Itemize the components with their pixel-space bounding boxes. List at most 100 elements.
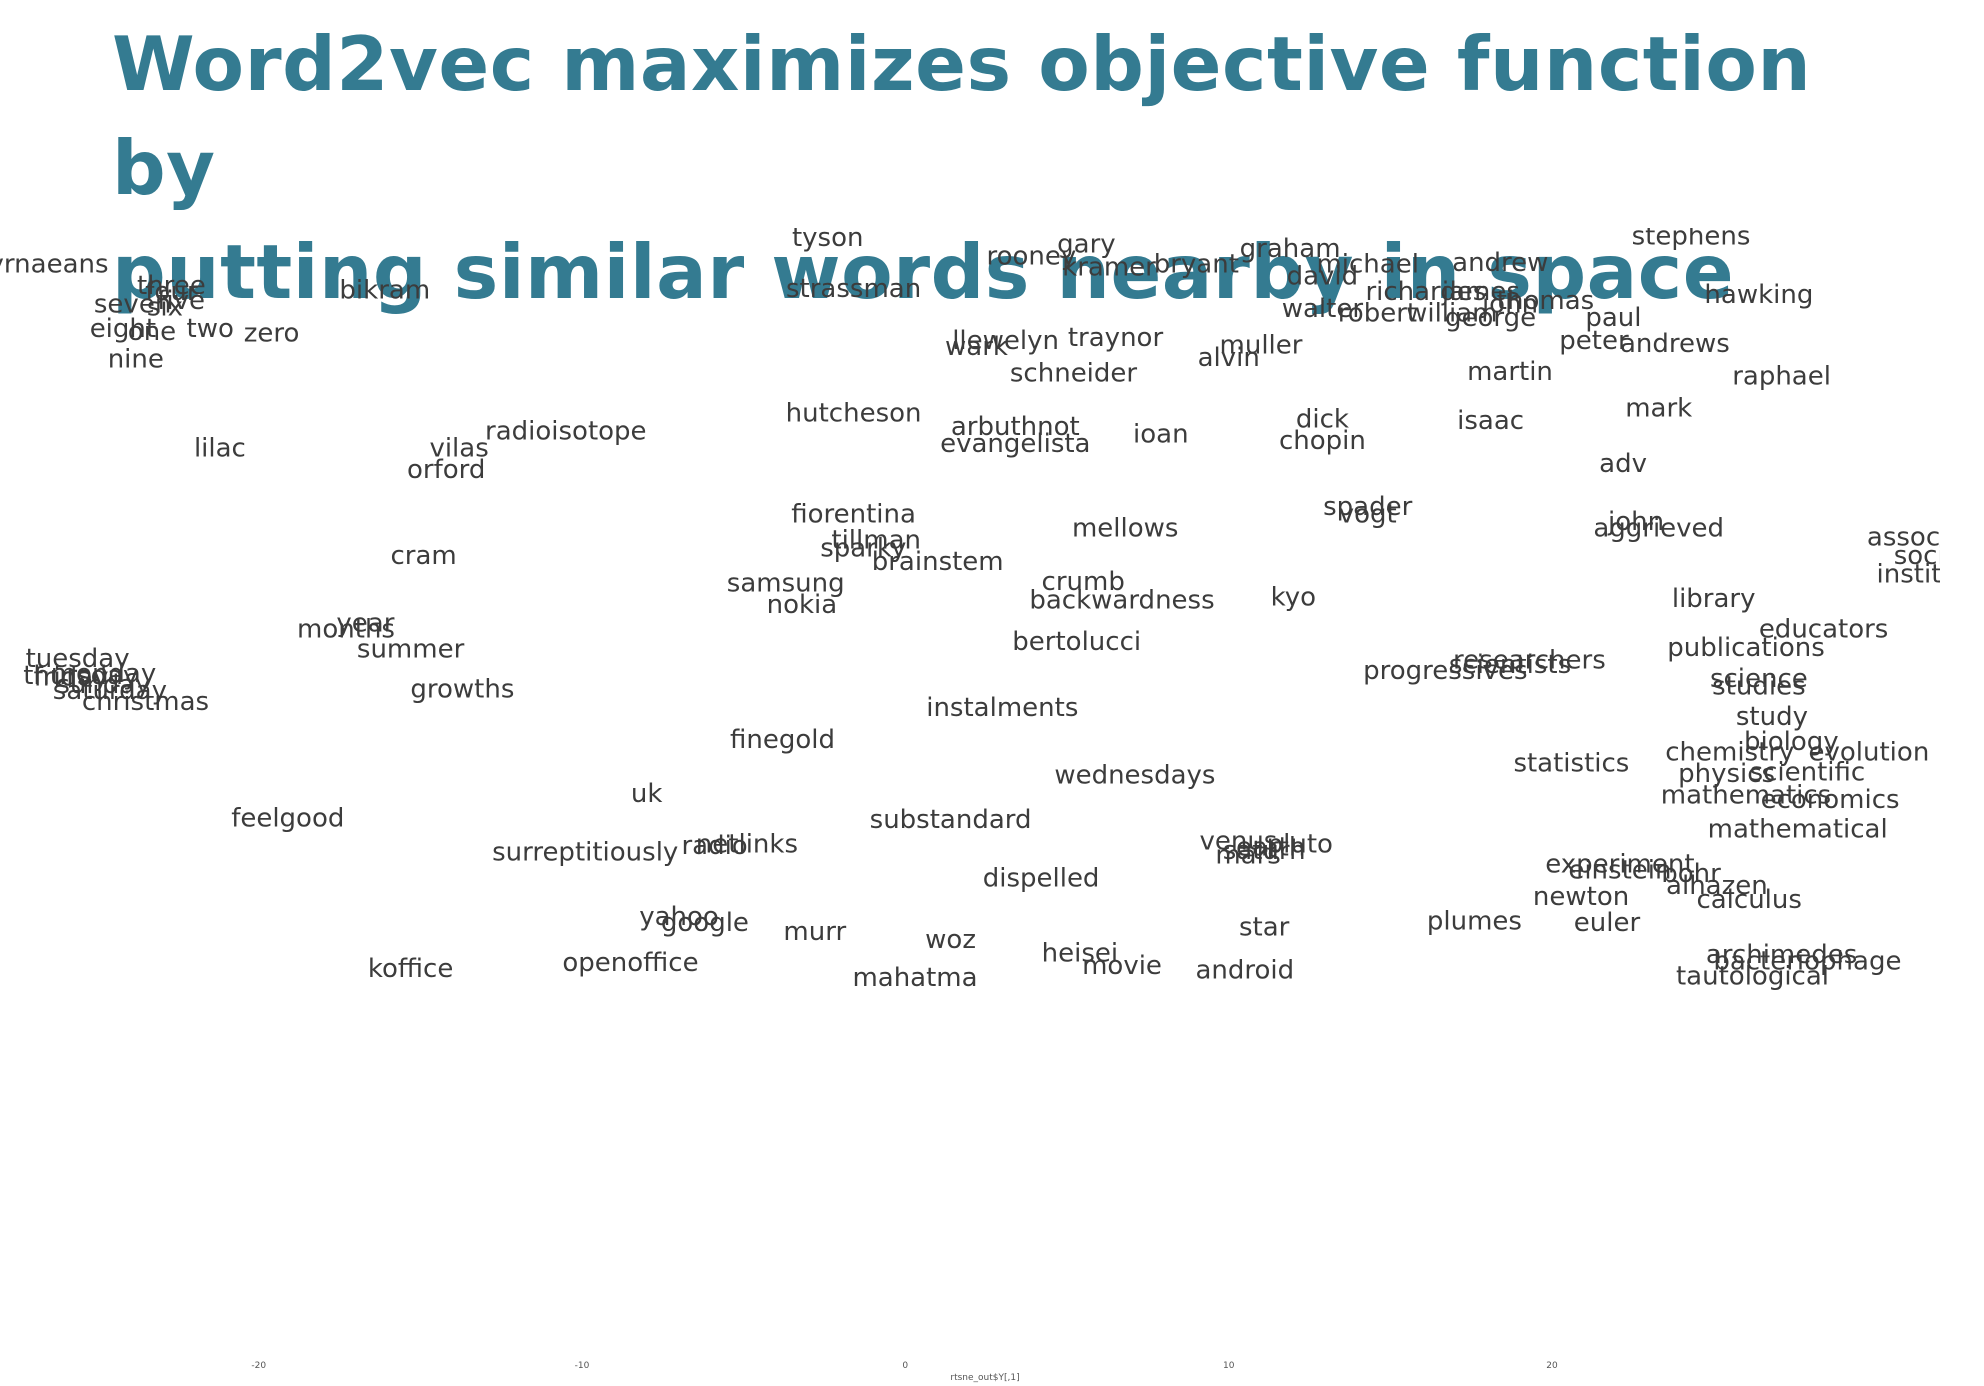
word-point-chopin: chopin xyxy=(1279,426,1366,456)
word-point-kyo: kyo xyxy=(1271,583,1316,613)
word-point-muller: muller xyxy=(1220,331,1303,361)
word-point-movie: movie xyxy=(1082,951,1162,981)
word-point-murr: murr xyxy=(783,917,846,947)
word-point-science: science xyxy=(1710,664,1808,694)
word-point-economics: economics xyxy=(1761,785,1900,815)
word-point-bacteriophage: bacteriophage xyxy=(1713,946,1901,976)
word-point-einstein: einstein xyxy=(1568,856,1671,886)
word-point-sunday: sunday xyxy=(56,670,150,700)
word-point-koffice: koffice xyxy=(368,954,453,984)
word-point-tuesday: tuesday xyxy=(26,644,130,674)
word-point-researchers: researchers xyxy=(1453,645,1606,675)
word-point-traynor: traynor xyxy=(1068,323,1164,353)
word-point-vogt: vogt xyxy=(1339,500,1397,530)
word-point-instalments: instalments xyxy=(926,693,1078,723)
word-point-newton: newton xyxy=(1533,882,1629,912)
word-point-google: google xyxy=(661,908,749,938)
word-point-martin: martin xyxy=(1467,357,1553,387)
word-point-biology: biology xyxy=(1744,727,1839,757)
word-point-society: society xyxy=(1894,541,1984,571)
word-point-summer: summer xyxy=(357,635,465,665)
word-point-six: six xyxy=(147,292,183,322)
word-point-publications: publications xyxy=(1667,633,1825,663)
word-point-james: james xyxy=(1441,277,1520,307)
word-point-ioan: ioan xyxy=(1133,420,1189,450)
word-point-saturn: saturn xyxy=(1223,836,1306,866)
word-point-surreptitiously: surreptitiously xyxy=(492,837,678,867)
word-point-john: john xyxy=(1481,289,1538,319)
word-point-bikram: bikram xyxy=(339,275,430,305)
word-point-david: david xyxy=(1287,262,1359,292)
word-point-year: year xyxy=(336,609,394,639)
word-point-john: john xyxy=(1607,507,1664,537)
word-point-dick: dick xyxy=(1296,404,1349,434)
word-point-eight: eight xyxy=(90,314,156,344)
word-point-android: android xyxy=(1195,956,1294,986)
word-point-aggrieved: aggrieved xyxy=(1593,513,1724,543)
word-point-bryant: bryant xyxy=(1154,249,1239,279)
word-point-statistics: statistics xyxy=(1513,748,1629,778)
x-axis-ticks: -20 -10 0 10 20 xyxy=(251,1361,1558,1371)
word-point-earth: earth xyxy=(1236,833,1305,863)
word-point-seven: seven xyxy=(94,289,171,319)
slide-title-line-1: Word2vec maximizes objective function by xyxy=(112,20,1812,212)
word-point-walter: walter xyxy=(1282,294,1364,324)
x-tick-label: 20 xyxy=(1546,1361,1558,1371)
word-point-alhazen: alhazen xyxy=(1666,871,1768,901)
word-point-mark: mark xyxy=(1625,394,1692,424)
word-point-association: association xyxy=(1867,523,1984,553)
x-tick-label: 10 xyxy=(1223,1361,1235,1371)
word-point-library: library xyxy=(1672,584,1756,614)
slide-title-line-2: putting similar words nearby in space xyxy=(112,228,1735,316)
word-point-institute: institute xyxy=(1877,559,1984,589)
word-point-netlinks: netlinks xyxy=(696,830,798,860)
word-point-brainstem: brainstem xyxy=(872,547,1004,577)
word-point-two: two xyxy=(187,314,234,344)
word-point-zero: zero xyxy=(244,318,300,348)
word-point-smyrnaeans: smyrnaeans xyxy=(0,249,109,279)
x-axis-label: rtsne_out$Y[,1] xyxy=(950,1373,1019,1383)
word-point-crumb: crumb xyxy=(1042,567,1125,597)
word-point-strassman: strassman xyxy=(786,274,921,304)
word-point-woz: woz xyxy=(925,925,976,955)
word-point-hutcheson: hutcheson xyxy=(786,398,922,428)
word-point-five: five xyxy=(157,286,205,316)
word-point-tyson: tyson xyxy=(792,223,864,253)
word-point-monday: monday xyxy=(51,659,157,689)
x-tick-label: 0 xyxy=(902,1361,908,1371)
word-point-peter: peter xyxy=(1559,326,1629,356)
word-point-educators: educators xyxy=(1759,615,1889,645)
word-point-kramer: kramer xyxy=(1062,252,1156,282)
word-point-schneider: schneider xyxy=(1010,358,1138,388)
word-point-fiorentina: fiorentina xyxy=(791,500,916,530)
word-point-venus: venus xyxy=(1199,827,1277,857)
word-point-saturday: saturday xyxy=(53,676,167,706)
word-point-openoffice: openoffice xyxy=(562,948,698,978)
word-point-wark: wark xyxy=(945,332,1008,362)
word-point-graham: graham xyxy=(1240,234,1341,264)
word-point-feelgood: feelgood xyxy=(231,804,344,834)
word-point-calculus: calculus xyxy=(1696,885,1801,915)
word-point-heisei: heisei xyxy=(1042,939,1118,969)
word-point-uk: uk xyxy=(631,779,663,809)
word-point-archimedes: archimedes xyxy=(1706,940,1857,970)
word-point-wednesdays: wednesdays xyxy=(1054,761,1215,791)
word-point-gary: gary xyxy=(1057,229,1116,259)
word-point-mahatma: mahatma xyxy=(852,963,977,993)
word-point-michael: michael xyxy=(1316,249,1418,279)
word-point-radioisotope: radioisotope xyxy=(485,417,647,447)
word-point-chemistry: chemistry xyxy=(1665,738,1794,768)
word-point-alvin: alvin xyxy=(1198,343,1260,373)
word-point-months: months xyxy=(297,615,395,645)
word-point-bertolucci: bertolucci xyxy=(1012,627,1141,657)
word-point-thomas: thomas xyxy=(1497,286,1594,316)
slide-title: Word2vec maximizes objective function by… xyxy=(112,12,1812,324)
word-point-radio: radio xyxy=(681,831,747,861)
word-labels: tysonstephenssmyrnaeansrooneygarykramerb… xyxy=(0,223,1984,993)
word-point-scientists: scientists xyxy=(1449,650,1571,680)
word-point-mars: mars xyxy=(1215,840,1281,870)
word-point-pluto: pluto xyxy=(1267,830,1333,860)
word-point-bohr: bohr xyxy=(1661,859,1721,889)
word-point-evolution: evolution xyxy=(1809,738,1930,768)
